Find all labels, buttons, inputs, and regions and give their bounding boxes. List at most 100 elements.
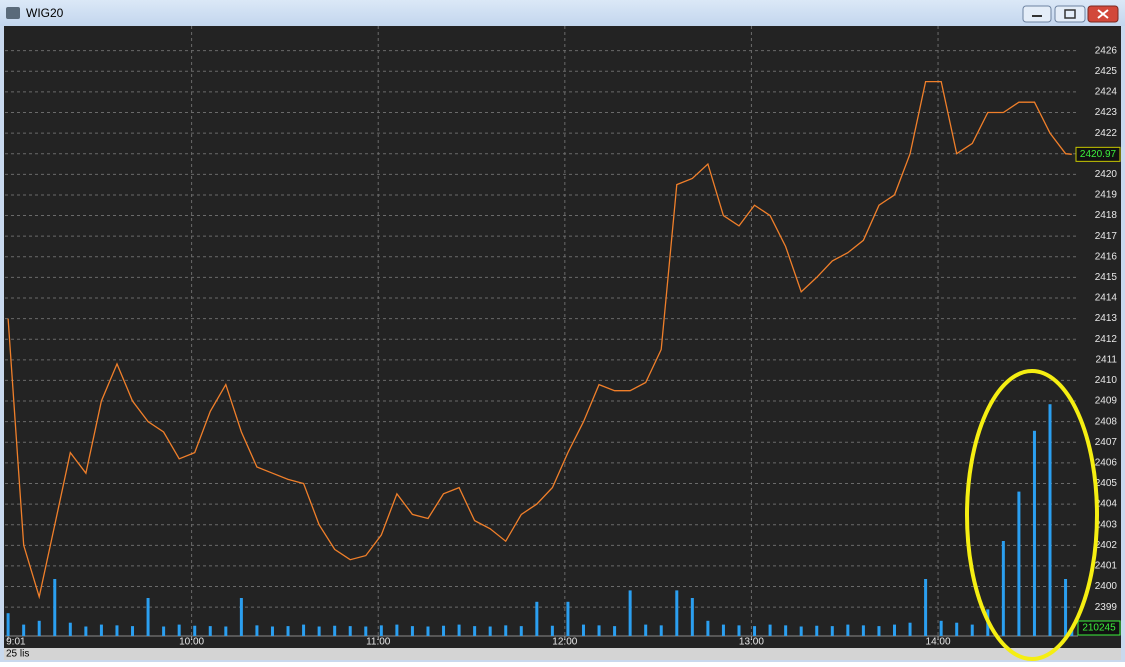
y-tick-label: 2408: [1095, 416, 1118, 427]
maximize-button[interactable]: [1054, 5, 1086, 23]
volume-bar: [675, 590, 679, 636]
volume-bar: [1064, 579, 1068, 636]
volume-bar: [799, 626, 803, 636]
y-tick-label: 2411: [1095, 354, 1117, 365]
volume-bar: [348, 626, 352, 636]
volume-bar: [721, 624, 725, 636]
volume-bar: [488, 626, 492, 636]
volume-bar: [442, 625, 446, 636]
y-tick-label: 2417: [1095, 231, 1118, 242]
price-line: [7, 80, 1072, 600]
volume-bar: [162, 626, 166, 636]
y-tick-label: 2423: [1095, 107, 1118, 118]
volume-bar: [861, 625, 865, 636]
volume-bar: [6, 613, 10, 636]
volume-bar: [457, 624, 461, 636]
x-tick-label: 13:00: [739, 637, 764, 648]
last-volume-box: [1077, 620, 1121, 636]
y-tick-label: 2401: [1095, 561, 1118, 572]
x-tick-label: 12:00: [552, 637, 577, 648]
volume-bar: [146, 598, 150, 636]
app-icon: [6, 7, 20, 19]
volume-bar: [768, 624, 772, 636]
y-tick-label: 2399: [1095, 602, 1118, 613]
y-tick-label: 2400: [1095, 581, 1118, 592]
maximize-icon: [1064, 9, 1076, 19]
volume-bar: [473, 626, 477, 636]
y-tick-label: 2413: [1095, 313, 1118, 324]
volume-bar: [270, 626, 274, 636]
y-tick-label: 2402: [1095, 540, 1118, 551]
y-tick-label: 2404: [1095, 499, 1118, 510]
volume-bar: [970, 624, 974, 636]
volume-bar: [224, 626, 228, 636]
date-strip: [4, 648, 1121, 660]
volume-bar: [131, 626, 135, 636]
volume-bar: [68, 622, 72, 636]
volume-bar: [84, 626, 88, 636]
y-tick-label: 2424: [1095, 87, 1118, 98]
y-tick-label: 2406: [1095, 458, 1118, 469]
y-tick-label: 2415: [1095, 272, 1118, 283]
volume-bar: [519, 626, 523, 636]
volume-bar: [426, 626, 430, 636]
volume-bar: [53, 579, 57, 636]
volume-bar: [846, 624, 850, 636]
last-volume-label: 210245: [1082, 623, 1116, 634]
x-tick-label: 9:01: [6, 637, 26, 648]
y-tick-label: 2405: [1095, 478, 1118, 489]
volume-bar: [908, 622, 912, 636]
x-tick-label: 14:00: [926, 637, 951, 648]
y-tick-label: 2403: [1095, 519, 1118, 530]
volume-bar: [395, 624, 399, 636]
y-tick-label: 2420: [1095, 169, 1118, 180]
volume-bar: [784, 625, 788, 636]
y-tick-label: 2418: [1095, 210, 1118, 221]
volume-bar: [193, 625, 197, 636]
volume-bar: [737, 625, 741, 636]
volume-bar: [286, 626, 290, 636]
volume-bar: [830, 626, 834, 636]
volume-bar: [924, 579, 928, 636]
volume-bar: [302, 624, 306, 636]
volume-bar: [177, 624, 181, 636]
y-tick-label: 2425: [1095, 66, 1118, 77]
minimize-icon: [1032, 15, 1042, 17]
volume-bar: [317, 626, 321, 636]
date-label: 25 lis: [6, 649, 29, 660]
volume-bar: [893, 624, 897, 636]
volume-bar: [877, 626, 881, 636]
volume-bar: [597, 625, 601, 636]
volume-bar: [613, 626, 617, 636]
y-tick-label: 2426: [1095, 45, 1118, 56]
close-icon: [1097, 9, 1109, 19]
volume-bar: [22, 624, 26, 636]
volume-bar: [955, 622, 959, 636]
volume-bar: [255, 625, 259, 636]
y-tick-label: 2414: [1095, 293, 1118, 304]
volume-bar: [1032, 430, 1036, 636]
volume-bar: [659, 625, 663, 636]
y-tick-label: 2416: [1095, 251, 1118, 262]
x-tick-label: 11:00: [366, 637, 391, 648]
volume-bar: [535, 601, 539, 636]
volume-bar: [690, 598, 694, 636]
minimize-button[interactable]: [1022, 5, 1052, 23]
volume-bar: [566, 601, 570, 636]
volume-bar: [644, 624, 648, 636]
volume-bar: [208, 626, 212, 636]
volume-bar: [333, 625, 337, 636]
volume-bar: [628, 590, 632, 636]
highlight-ellipse: [965, 369, 1099, 661]
volume-bar: [1017, 491, 1021, 636]
window-title: WIG20: [26, 6, 64, 20]
volume-bar: [706, 620, 710, 636]
volume-bar: [550, 625, 554, 636]
volume-bar: [99, 624, 103, 636]
volume-bar: [504, 625, 508, 636]
volume-bar: [1048, 404, 1052, 636]
last-price-label: 2420.97: [1080, 149, 1117, 160]
volume-bar: [581, 624, 585, 636]
volume-bar: [115, 625, 119, 636]
